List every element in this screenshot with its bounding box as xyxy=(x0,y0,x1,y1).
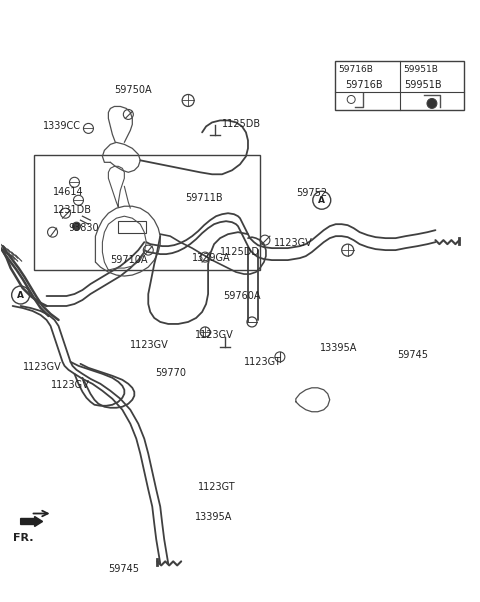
Text: 14614: 14614 xyxy=(52,187,83,197)
Circle shape xyxy=(72,222,81,230)
Text: 59716B: 59716B xyxy=(345,81,383,90)
Circle shape xyxy=(427,99,437,108)
Text: 59951B: 59951B xyxy=(404,64,438,73)
Text: FR.: FR. xyxy=(12,533,33,544)
FancyArrow shape xyxy=(21,517,43,527)
Text: 13395A: 13395A xyxy=(195,512,232,523)
Text: 59716B: 59716B xyxy=(339,64,373,73)
Text: 59752: 59752 xyxy=(296,188,327,198)
Text: 59745: 59745 xyxy=(108,565,139,574)
Text: 59750A: 59750A xyxy=(114,85,152,96)
Text: 1123GV: 1123GV xyxy=(50,380,89,390)
Text: 59710A: 59710A xyxy=(110,255,148,265)
Text: 1123GT: 1123GT xyxy=(198,482,236,492)
Text: 59760A: 59760A xyxy=(223,291,261,301)
Text: 1339GA: 1339GA xyxy=(192,253,231,263)
Text: 1123GT: 1123GT xyxy=(244,357,282,367)
Text: A: A xyxy=(318,196,325,205)
Text: 13395A: 13395A xyxy=(320,343,357,353)
Text: 1125DB: 1125DB xyxy=(222,119,261,129)
Bar xyxy=(34,155,260,270)
Text: 59770: 59770 xyxy=(155,368,186,378)
Text: 1123GV: 1123GV xyxy=(274,238,312,248)
Text: 1231DB: 1231DB xyxy=(52,205,92,215)
Text: 1339CC: 1339CC xyxy=(43,122,81,131)
Text: 93830: 93830 xyxy=(69,223,99,233)
Text: 59951B: 59951B xyxy=(405,81,442,90)
Text: 59711B: 59711B xyxy=(185,193,223,203)
Bar xyxy=(119,221,146,233)
Bar xyxy=(335,61,464,110)
Text: 1123GV: 1123GV xyxy=(130,340,169,350)
Text: A: A xyxy=(17,291,24,300)
Text: 59745: 59745 xyxy=(397,350,429,360)
Text: 1125DD: 1125DD xyxy=(220,247,260,257)
Text: 1123GV: 1123GV xyxy=(195,330,234,340)
Text: 1123GV: 1123GV xyxy=(23,362,61,372)
